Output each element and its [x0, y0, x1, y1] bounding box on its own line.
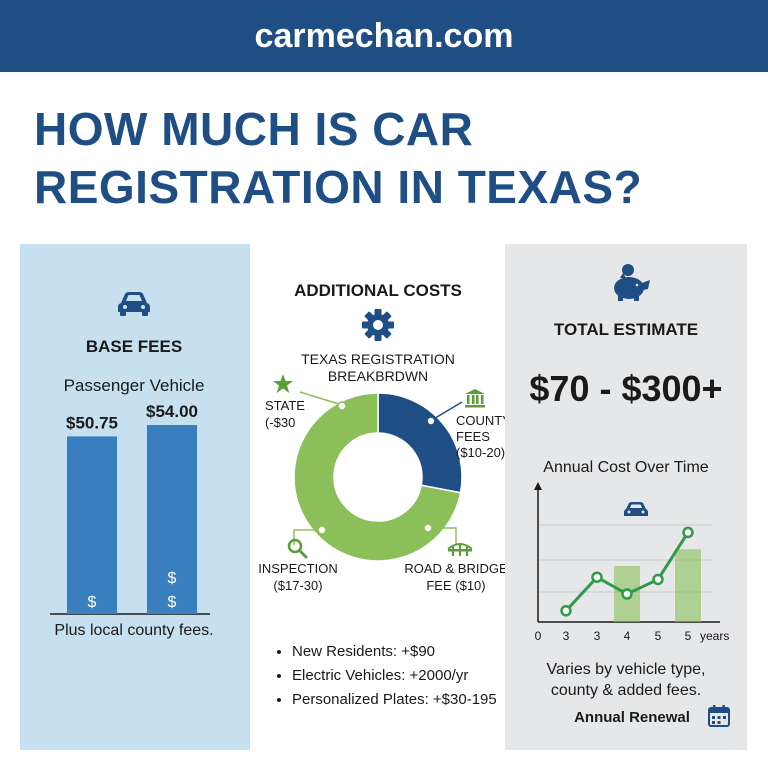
donut-title-line-1: TEXAS REGISTRATION — [301, 351, 455, 367]
label-county-line-3: ($10-20) — [456, 445, 506, 460]
callout-county — [431, 401, 463, 421]
page-title: HOW MUCH IS CAR REGISTRATION IN TEXAS? — [34, 100, 754, 216]
callout-inspection-dot — [317, 525, 327, 535]
bar — [67, 436, 117, 614]
total-estimate-title: TOTAL ESTIMATE — [553, 320, 699, 339]
label-inspection-line-2: ($17-30) — [273, 578, 323, 593]
base-fees-title: BASE FEES — [85, 337, 183, 356]
total-footnote: Varies by vehicle type, county & added f… — [547, 659, 706, 701]
x-axis-unit: years — [700, 629, 729, 643]
car-icon — [624, 502, 648, 516]
x-tick-label: 5 — [685, 629, 692, 643]
callout-road — [430, 527, 457, 545]
label-state-line-2: (-$30 — [265, 415, 296, 430]
additional-costs-title: ADDITIONAL COSTS — [294, 281, 462, 300]
label-state: STATE (-$30 — [265, 397, 305, 431]
cost-bar — [675, 549, 701, 622]
callout-state — [299, 391, 343, 406]
page-title-line-1: HOW MUCH IS CAR — [34, 103, 474, 155]
base-fees-footnote: Plus local county fees. — [54, 622, 214, 639]
callout-county-dot — [426, 416, 436, 426]
star-icon — [273, 374, 293, 393]
label-county-line-2: FEES — [456, 429, 490, 444]
registration-donut-chart — [293, 392, 463, 562]
line-chart-y-axis-arrow — [534, 482, 542, 490]
annual-cost-line-chart: 0 3 3 4 5 5 years — [534, 482, 729, 643]
additional-costs-notes: New Residents: +$90 Electric Vehicles: +… — [276, 640, 497, 712]
bar-value-label: $50.75 — [66, 413, 118, 432]
bar-value-label: $54.00 — [146, 402, 198, 421]
donut-callouts — [293, 391, 463, 545]
base-fees-bar-chart: $50.75 $ $54.00 $ $ — [50, 402, 210, 615]
donut-slice — [293, 392, 462, 562]
data-point — [621, 588, 633, 600]
total-footnote-line-2: county & added fees. — [550, 682, 702, 699]
donut-slice — [377, 392, 463, 494]
x-tick-label: 5 — [655, 629, 662, 643]
note-item: Personalized Plates: +$30-195 — [292, 688, 497, 712]
site-header: carmechan.com — [0, 0, 768, 72]
total-footnote-line-1: Varies by vehicle type, — [546, 661, 706, 678]
label-inspection-line-1: INSPECTION — [258, 561, 338, 576]
dollar-icon: $ — [168, 594, 177, 611]
callout-state-dot — [337, 401, 347, 411]
label-county-line-1: COUNTY — [456, 413, 511, 428]
note-item: New Residents: +$90 — [292, 640, 497, 664]
bridge-icon — [447, 543, 473, 556]
annual-renewal-label: Annual Renewal — [574, 709, 690, 726]
donut-title: TEXAS REGISTRATION BREAKBRDWN — [301, 351, 455, 385]
data-point — [682, 526, 694, 539]
callout-road-dot — [423, 523, 433, 533]
x-tick-label: 4 — [624, 629, 631, 643]
total-estimate-panel — [505, 244, 747, 750]
total-estimate-range: $70 - $300+ — [529, 368, 723, 409]
label-inspection: INSPECTION ($17-30) — [258, 560, 337, 594]
x-tick-label: 3 — [563, 629, 570, 643]
x-tick-label: 3 — [594, 629, 601, 643]
data-point — [591, 571, 603, 583]
note-item: Electric Vehicles: +2000/yr — [292, 664, 497, 688]
bank-icon — [465, 389, 485, 408]
label-state-line-1: STATE — [265, 398, 305, 413]
gear-icon — [362, 309, 394, 341]
calendar-icon — [708, 705, 730, 727]
piggy-bank-icon — [614, 264, 650, 301]
dollar-icon: $ — [88, 594, 97, 611]
car-icon — [118, 292, 150, 316]
site-name[interactable]: carmechan.com — [254, 16, 514, 55]
line-chart-title: Annual Cost Over Time — [543, 459, 709, 476]
donut-title-line-2: BREAKBRDWN — [327, 368, 429, 384]
bar — [147, 425, 197, 614]
magnifier-icon — [287, 538, 308, 559]
data-point — [560, 605, 572, 617]
x-tick-label: 0 — [535, 629, 542, 643]
label-road-line-1: ROAD & BRIDGE — [404, 561, 508, 576]
label-county: COUNTY FEES ($10-20) — [456, 413, 511, 461]
label-road-bridge: ROAD & BRIDGE FEE ($10) — [404, 560, 507, 594]
base-fees-panel — [20, 244, 250, 750]
data-point — [652, 573, 664, 586]
page-title-line-2: REGISTRATION IN TEXAS? — [34, 161, 643, 213]
base-fees-subtitle: Passenger Vehicle — [63, 376, 205, 395]
label-road-line-2: FEE ($10) — [426, 578, 486, 593]
dollar-icon: $ — [168, 570, 177, 587]
